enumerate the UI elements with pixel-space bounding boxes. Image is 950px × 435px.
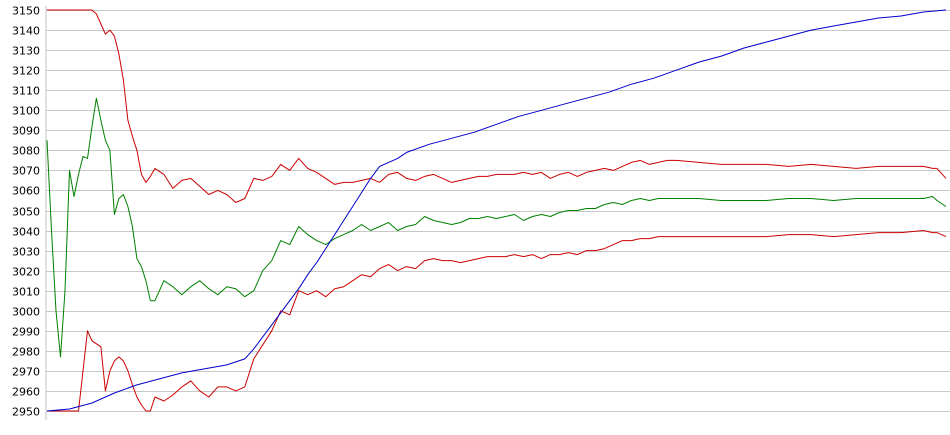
y-tick-label: 3050 (12, 206, 40, 219)
y-tick-label: 3130 (12, 45, 40, 58)
y-tick-label: 3150 (12, 5, 40, 18)
y-tick-label: 3010 (12, 286, 40, 299)
lower-band-line (47, 230, 947, 412)
y-tick-label: 3100 (12, 105, 40, 118)
y-tick-label: 2990 (12, 326, 40, 339)
y-tick-label: 3120 (12, 65, 40, 78)
middle-line (46, 97, 947, 358)
y-tick-label: 3040 (12, 226, 40, 239)
y-tick-label: 2980 (12, 346, 40, 359)
y-tick-label: 3140 (12, 25, 40, 38)
y-axis-tick-labels: 2950 2960 2970 2980 2990 3000 3010 3020 3030 3040… (12, 5, 40, 419)
y-tick-label: 3110 (12, 85, 40, 98)
series-lines (46, 9, 947, 412)
y-tick-label: 3090 (12, 125, 40, 138)
y-tick-label: 3000 (12, 306, 40, 319)
y-tick-label: 2960 (12, 386, 40, 399)
gridlines (46, 10, 950, 412)
upper-band-line (47, 9, 947, 203)
trend-line (46, 9, 947, 412)
y-tick-label: 3020 (12, 266, 40, 279)
y-tick-label: 3060 (12, 185, 40, 198)
y-tick-label: 3080 (12, 145, 40, 158)
y-tick-label: 3070 (12, 165, 40, 178)
y-tick-label: 2950 (12, 406, 40, 419)
y-tick-label: 3030 (12, 246, 40, 259)
y-tick-label: 2970 (12, 366, 40, 379)
